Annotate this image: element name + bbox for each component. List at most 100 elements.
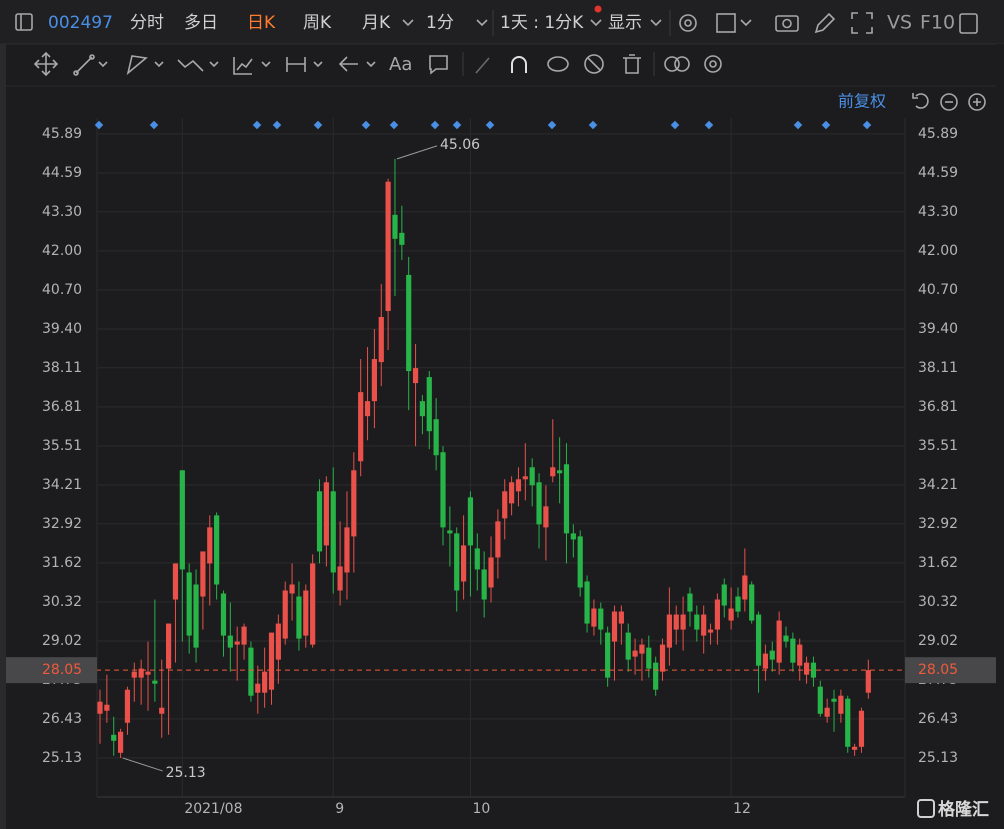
settings-icon <box>684 19 692 27</box>
candle-body <box>234 641 240 645</box>
line-tool[interactable] <box>75 56 93 74</box>
hide-tool[interactable] <box>584 54 604 74</box>
candle-body <box>310 563 316 645</box>
y-tick-label: 32.92 <box>42 516 82 532</box>
candle-body <box>797 644 803 666</box>
fullscreen-icon[interactable] <box>851 12 873 34</box>
sidebar-icon[interactable] <box>15 13 33 31</box>
settings-icon[interactable] <box>679 14 697 32</box>
candle-body <box>412 368 419 384</box>
candle-body <box>296 596 302 639</box>
chart-settings[interactable] <box>704 55 722 73</box>
event-marker <box>313 120 323 130</box>
pen-tool[interactable] <box>475 57 490 74</box>
candle-body <box>248 647 254 696</box>
wave-tool[interactable] <box>177 59 204 72</box>
display-menu[interactable]: 显示 <box>608 13 642 33</box>
analysis-tool[interactable] <box>233 57 253 75</box>
candle-body <box>515 479 522 492</box>
candle-body <box>447 530 453 534</box>
candle-body <box>776 620 782 663</box>
min-pointer <box>122 757 163 772</box>
candle-body <box>673 614 679 630</box>
pencil-icon[interactable] <box>814 12 836 34</box>
candle-body <box>117 731 124 753</box>
max-pointer <box>396 145 438 160</box>
candle-body <box>488 557 494 588</box>
adjust-mode[interactable]: 前复权 <box>838 92 886 111</box>
candle-body <box>262 671 268 693</box>
tab[interactable]: 周K <box>303 13 332 33</box>
candle-body <box>721 584 727 606</box>
candle-body <box>138 668 144 678</box>
logo: 格隆汇 <box>938 799 989 820</box>
camera-icon[interactable] <box>775 15 799 32</box>
candle-body <box>838 695 844 714</box>
chevron <box>366 61 376 68</box>
candle-body <box>584 581 590 624</box>
event-marker <box>272 120 282 130</box>
period-select[interactable]: 1天 : 1分K <box>500 13 584 33</box>
reset-icon[interactable] <box>912 93 929 109</box>
shape-tool[interactable] <box>126 55 148 76</box>
chevron <box>590 19 602 27</box>
magnet-tool[interactable] <box>511 56 527 73</box>
candle-body <box>351 470 357 537</box>
vs-button[interactable]: VS <box>887 12 912 34</box>
chart-settings <box>709 60 717 68</box>
compare-tool[interactable] <box>664 56 680 72</box>
candle-body <box>358 392 364 462</box>
candle-body <box>707 629 714 633</box>
tab-active[interactable]: 日K <box>247 13 276 33</box>
last-price-box <box>905 657 996 684</box>
candle-body <box>858 710 865 747</box>
delete-tool[interactable] <box>623 54 641 74</box>
line-tool <box>89 54 95 60</box>
f10-button[interactable]: F10 <box>920 12 955 34</box>
zoom-in[interactable] <box>968 93 986 111</box>
plot: 25.1325.1326.4326.4327.7327.7329.0229.02… <box>6 118 996 817</box>
zoom-out[interactable] <box>940 93 958 111</box>
chevron <box>209 61 219 68</box>
candle-body <box>810 662 817 678</box>
move-tool[interactable] <box>33 51 59 77</box>
candle-body <box>625 632 631 660</box>
eye-tool[interactable] <box>547 56 569 72</box>
x-tick-label: 9 <box>335 801 344 817</box>
measure-tool[interactable] <box>286 57 306 72</box>
layout-icon[interactable] <box>716 13 736 33</box>
event-marker <box>252 120 262 130</box>
stock-code[interactable]: 002497 <box>48 13 113 33</box>
candle-body <box>399 232 405 245</box>
camera-icon <box>782 18 792 29</box>
chevron <box>740 19 752 27</box>
tab[interactable]: 分时 <box>130 13 164 33</box>
tab[interactable]: 多日 <box>184 13 218 33</box>
tab[interactable]: 月K <box>362 13 391 33</box>
candle-body <box>611 611 618 642</box>
candle-body <box>303 590 309 636</box>
tab[interactable]: 1分 <box>426 13 454 33</box>
candle-body <box>536 482 542 525</box>
candle-body <box>570 533 576 540</box>
chevron <box>402 19 414 27</box>
notes-icon[interactable] <box>959 13 978 34</box>
y-tick-label: 42.00 <box>42 243 82 259</box>
hide-tool <box>587 57 601 71</box>
y-tick-label-right: 25.13 <box>918 750 958 766</box>
candle-body <box>406 274 412 372</box>
comment-tool[interactable] <box>429 55 448 75</box>
arrow-tool[interactable] <box>338 56 358 72</box>
text-tool[interactable]: Aa <box>389 54 412 75</box>
y-tick-label-right: 44.59 <box>918 165 958 181</box>
candle-body <box>735 596 741 612</box>
candle-body <box>502 491 508 519</box>
y-tick-label: 30.32 <box>42 594 82 610</box>
candle-body <box>769 650 775 660</box>
candle-body <box>714 599 720 630</box>
candle-body <box>659 644 666 672</box>
candle-body <box>166 623 172 669</box>
candle-body <box>392 214 398 239</box>
candle-body <box>701 614 707 636</box>
